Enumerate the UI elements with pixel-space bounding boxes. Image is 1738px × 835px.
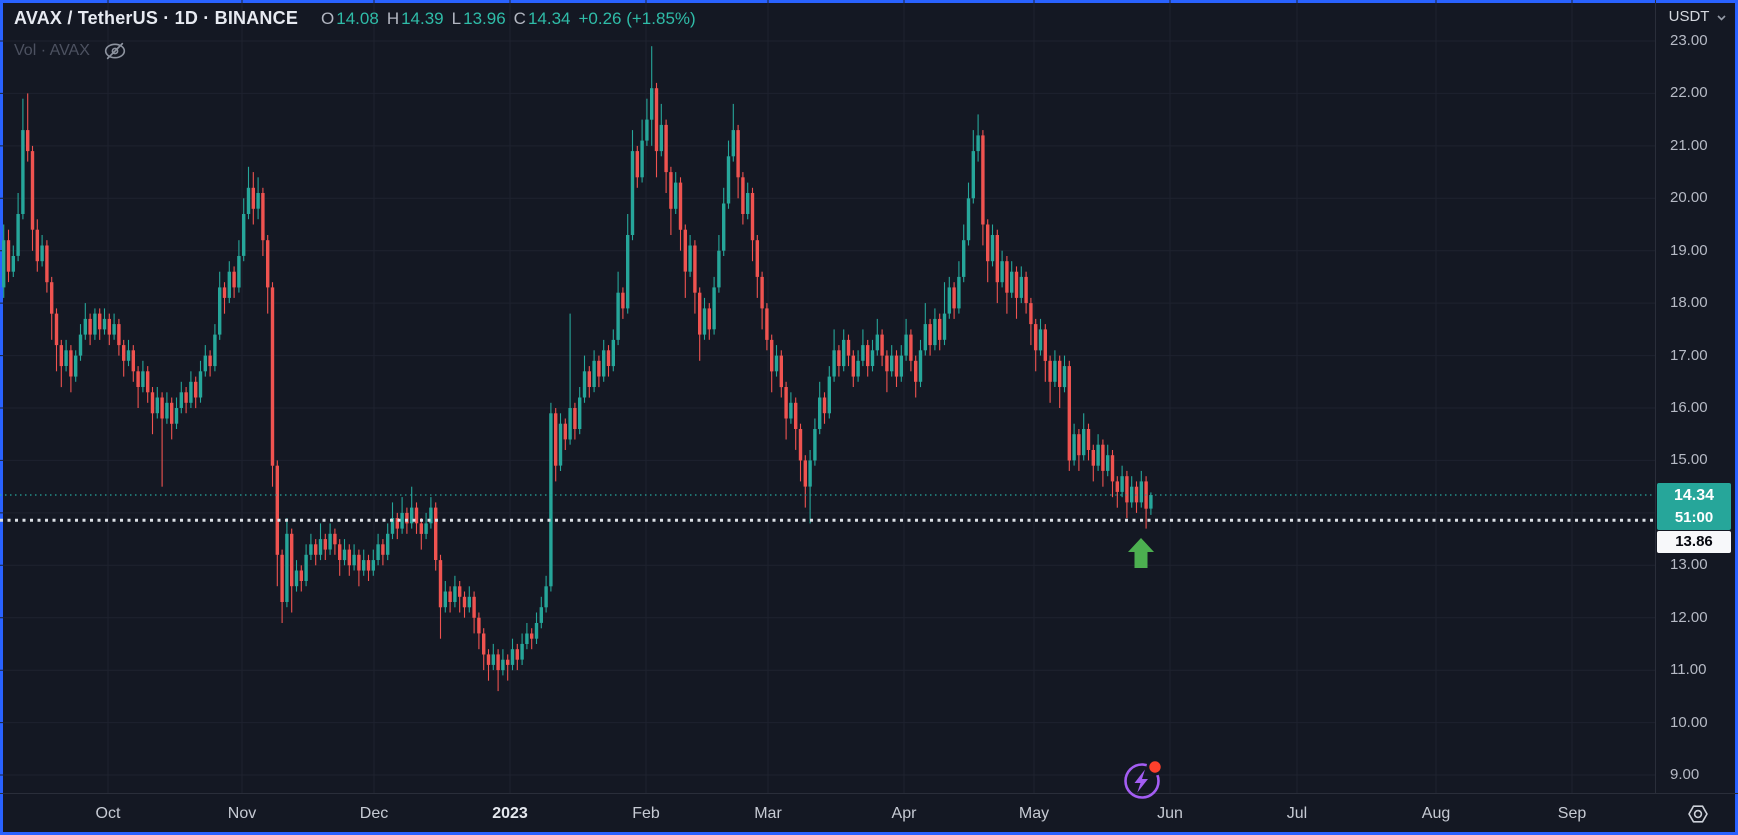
symbol-title[interactable]: AVAX / TetherUS · 1D · BINANCE [14,8,299,28]
lightning-circle [1124,763,1160,799]
price-tick-label: 23.00 [1670,32,1708,49]
high-value: 14.39 [401,9,444,28]
time-tick-label: Jul [1286,805,1308,822]
lightning-mode-button[interactable] [1120,758,1166,804]
close-value: 14.34 [527,9,571,28]
low-label: L [451,9,462,28]
price-tick-label: 9.00 [1670,766,1700,784]
chevron-down-icon [1717,15,1726,21]
time-tick-label: 2023 [492,805,528,822]
eye-off-icon[interactable] [102,38,128,64]
open-label: O [321,9,335,28]
price-tick-label: 19.00 [1670,241,1708,259]
price-tick-label: 20.00 [1670,189,1708,207]
last-price-value: 14.34 [1673,487,1715,504]
bar-countdown: 51:00 [1674,509,1714,526]
price-tick-label: 10.00 [1670,713,1708,731]
time-tick-label: Sep [1557,805,1587,822]
currency-label: USDT [1668,8,1710,25]
time-tick-label: Apr [891,805,917,822]
price-tick-label: 16.00 [1670,399,1708,416]
change-value: +0.26 (+1.85%) [578,9,696,28]
close-label: C [513,9,526,28]
last-price-badge: 14.34 51:00 [1657,483,1731,530]
low-value: 13.96 [463,9,506,28]
price-tick-label: 18.00 [1670,294,1708,312]
time-tick-label: Jun [1157,805,1183,822]
price-axis[interactable]: USDT 23.00 22.00 21.00 20.00 19.00 18.00 17.00… [1655,0,1738,793]
open-value: 14.08 [336,9,379,28]
high-label: H [386,9,400,28]
time-tick-label: Feb [632,805,660,822]
volume-indicator-label: Vol · AVAX [14,42,90,59]
price-tick-label: 22.00 [1670,84,1708,102]
lightning-bolt-icon [1134,769,1148,793]
price-tick-label: 12.00 [1670,608,1708,626]
notification-dot [1149,761,1161,773]
gear-icon[interactable] [1683,799,1713,829]
price-tick-label: 15.00 [1670,451,1708,469]
time-tick-label: Oct [95,805,121,822]
time-tick-label: Mar [754,805,782,822]
time-tick-label: Nov [227,805,257,822]
candlestick-chart[interactable] [0,0,1655,793]
price-tick-label: 11.00 [1670,661,1707,679]
price-tick-label: 13.00 [1670,556,1708,574]
time-tick-label: Aug [1421,805,1451,822]
currency-switcher[interactable]: USDT [1656,8,1738,25]
arrow-up-marker[interactable] [1128,538,1154,568]
time-tick-label: May [1018,805,1050,822]
price-level-badge: 13.86 [1657,531,1731,553]
ohlc-readout: O 14.08 H 14.39 L 13.96 C 14.34 +0.26 (+1.85… [321,9,696,29]
price-tick-label: 17.00 [1670,346,1708,364]
time-axis[interactable]: Oct Nov Dec 2023 Feb Mar Apr May Jun Jul Aug Sep [0,793,1738,835]
price-tick-label: 21.00 [1670,136,1708,154]
time-tick-label: Dec [359,805,389,822]
